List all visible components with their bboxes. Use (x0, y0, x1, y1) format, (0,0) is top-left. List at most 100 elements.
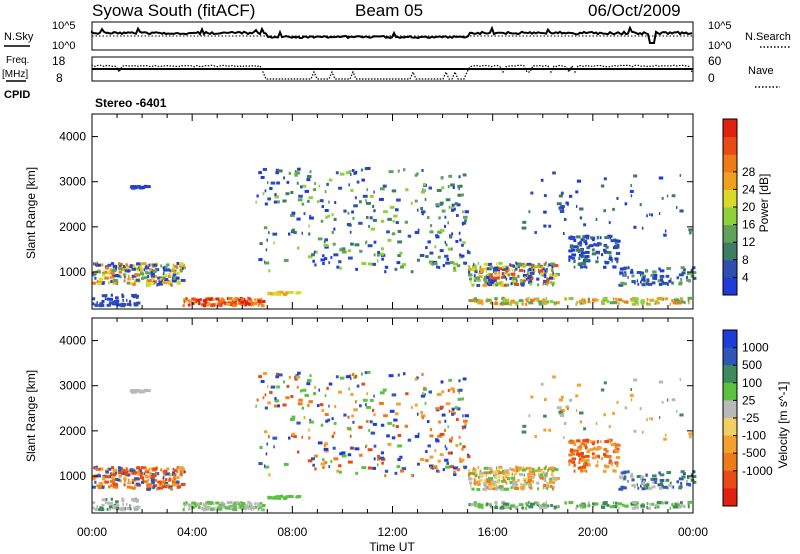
echo-cell (140, 466, 146, 470)
echo-cell (330, 256, 333, 260)
echo-cell (420, 414, 426, 418)
y-tick-label: 3000 (59, 379, 86, 393)
echo-cell (157, 282, 161, 286)
echo-cell (489, 299, 492, 303)
echo-cell (456, 407, 461, 411)
echo-cell (537, 297, 540, 301)
echo-cell (487, 485, 492, 489)
echo-cell (619, 475, 624, 479)
echo-cell (526, 299, 529, 303)
colorbar-tick-label: 12 (742, 235, 756, 249)
echo-cell (486, 471, 492, 475)
echo-cell (453, 268, 457, 272)
echo-cell (451, 208, 455, 212)
echo-cell (468, 271, 471, 275)
echo-cell (208, 297, 213, 301)
echo-cell (515, 261, 517, 265)
echo-cell (420, 207, 424, 211)
echo-cell (604, 440, 610, 444)
echo-cell (579, 444, 582, 448)
echo-cell (366, 370, 371, 374)
echo-cell (367, 448, 373, 452)
echo-cell (501, 275, 505, 279)
echo-cell (477, 465, 480, 469)
echo-cell (433, 262, 438, 266)
echo-cell (99, 302, 104, 306)
echo-cell (397, 458, 401, 462)
echo-cell (301, 231, 303, 235)
echo-cell (473, 262, 475, 266)
echo-cell (401, 467, 407, 471)
echo-cell (140, 480, 145, 484)
echo-cell (372, 218, 377, 222)
power-ylabel: Slant Range [km] (24, 167, 38, 259)
echo-cell (639, 203, 642, 207)
echo-cell (171, 279, 177, 283)
echo-cell (92, 302, 95, 306)
echo-cell (347, 453, 352, 457)
echo-cell (296, 421, 301, 425)
echo-cell (627, 470, 630, 474)
echo-cell (585, 454, 590, 458)
echo-cell (420, 411, 424, 415)
echo-cell (510, 264, 514, 268)
echo-cell (475, 480, 480, 484)
echo-cell (240, 298, 246, 302)
echo-cell (580, 238, 585, 242)
echo-cell (529, 486, 533, 490)
echo-cell (341, 250, 347, 254)
echo-cell (457, 184, 459, 188)
echo-cell (110, 497, 113, 501)
echo-cell (325, 215, 329, 219)
echo-cell (616, 443, 621, 447)
echo-cell (534, 269, 536, 273)
echo-cell (530, 268, 534, 272)
echo-cell (150, 271, 155, 275)
echo-cell (268, 269, 271, 273)
echo-cell (536, 481, 540, 485)
echo-cell (376, 259, 379, 263)
colorbar-segment (723, 453, 737, 472)
echo-cell (187, 303, 191, 307)
echo-cell (477, 505, 482, 509)
y-tick-label: 2000 (59, 220, 86, 234)
echo-cell (568, 501, 573, 505)
echo-cell (650, 213, 653, 217)
echo-cell (643, 483, 648, 487)
echo-cell (528, 483, 532, 487)
echo-cell (584, 242, 588, 246)
echo-cell (435, 203, 440, 207)
echo-cell (560, 191, 564, 195)
echo-cell (335, 375, 339, 379)
echo-cell (291, 228, 296, 232)
echo-cell (637, 486, 640, 490)
echo-cell (130, 265, 133, 269)
echo-cell (373, 209, 376, 213)
echo-cell (541, 503, 547, 507)
echo-cell (144, 276, 148, 280)
echo-cell (474, 474, 478, 478)
echo-cell (657, 301, 660, 305)
echo-cell (264, 202, 268, 206)
echo-cell (449, 465, 455, 469)
echo-cell (266, 442, 268, 446)
echo-cell (458, 231, 461, 235)
echo-cell (577, 245, 579, 249)
echo-cell (692, 276, 697, 280)
echo-cell (319, 199, 323, 203)
echo-cell (166, 467, 170, 471)
echo-cell (387, 217, 392, 221)
echo-cell (489, 266, 493, 270)
velocity-cbar-label: Velocity [m s^-1] (776, 382, 790, 469)
echo-cell (438, 266, 441, 270)
echo-cell (104, 498, 108, 502)
echo-cell (509, 302, 512, 306)
echo-cell (233, 502, 237, 506)
echo-cell (664, 501, 669, 505)
echo-cell (202, 503, 208, 507)
echo-cell (592, 442, 595, 446)
echo-cell (612, 207, 615, 211)
echo-cell (603, 453, 607, 457)
echo-cell (365, 215, 369, 219)
echo-cell (132, 498, 135, 502)
